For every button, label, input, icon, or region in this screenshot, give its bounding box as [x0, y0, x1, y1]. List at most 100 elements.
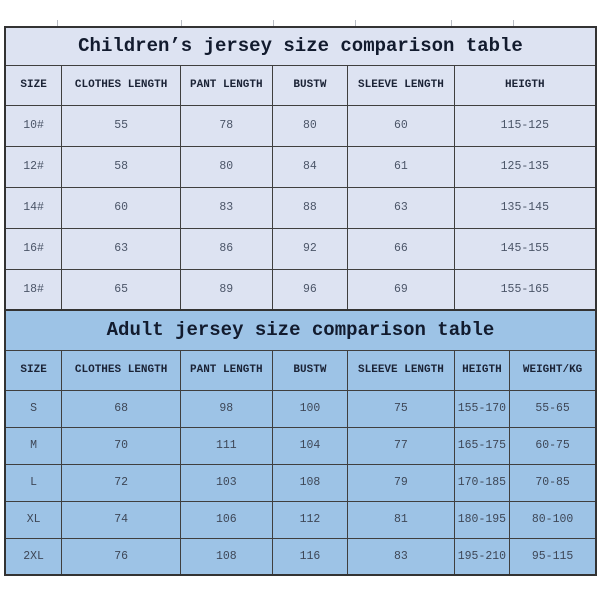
column-header: SIZE: [4, 349, 63, 391]
value-cell: 108: [180, 537, 273, 576]
table-row: 14# 60 83 88 63 135-145: [4, 186, 597, 229]
value-cell: 61: [347, 145, 455, 188]
value-cell: 81: [347, 500, 455, 539]
value-cell: 112: [271, 500, 349, 539]
value-cell: 69: [347, 268, 455, 311]
value-cell: 55: [61, 104, 182, 147]
value-cell: 74: [61, 500, 182, 539]
table-row: 12# 58 80 84 61 125-135: [4, 145, 597, 188]
column-header: SLEEVE LENGTH: [347, 349, 455, 391]
size-cell: 18#: [4, 268, 63, 311]
value-cell: 76: [61, 537, 182, 576]
size-cell: M: [4, 426, 63, 465]
children-size-table: Children’s jersey size comparison table …: [4, 26, 597, 311]
column-header: BUSTW: [271, 64, 349, 106]
grid-tick: [513, 20, 514, 26]
value-cell: 77: [347, 426, 455, 465]
value-cell: 80: [180, 145, 273, 188]
value-cell: 100: [271, 389, 349, 428]
value-cell: 80: [271, 104, 349, 147]
column-header: HEIGTH: [453, 349, 511, 391]
value-cell: 116: [271, 537, 349, 576]
grid-tick: [355, 20, 356, 26]
value-cell: 70: [61, 426, 182, 465]
value-cell: 80-100: [509, 500, 597, 539]
value-cell: 60: [347, 104, 455, 147]
children-table-title: Children’s jersey size comparison table: [4, 26, 597, 66]
value-cell: 135-145: [453, 186, 597, 229]
grid-tick: [273, 20, 274, 26]
value-cell: 78: [180, 104, 273, 147]
grid-tick: [181, 20, 182, 26]
table-row: 10# 55 78 80 60 115-125: [4, 104, 597, 147]
value-cell: 84: [271, 145, 349, 188]
value-cell: 63: [61, 227, 182, 270]
value-cell: 115-125: [453, 104, 597, 147]
value-cell: 55-65: [509, 389, 597, 428]
size-cell: 12#: [4, 145, 63, 188]
value-cell: 104: [271, 426, 349, 465]
value-cell: 96: [271, 268, 349, 311]
adult-table-title-row: Adult jersey size comparison table: [4, 309, 597, 351]
table-row: 2XL 76 108 116 83 195-210 95-115: [4, 537, 597, 576]
value-cell: 106: [180, 500, 273, 539]
size-cell: L: [4, 463, 63, 502]
size-cell: 10#: [4, 104, 63, 147]
value-cell: 195-210: [453, 537, 511, 576]
value-cell: 155-170: [453, 389, 511, 428]
column-header: BUSTW: [271, 349, 349, 391]
value-cell: 111: [180, 426, 273, 465]
value-cell: 72: [61, 463, 182, 502]
column-header: CLOTHES LENGTH: [61, 349, 182, 391]
value-cell: 88: [271, 186, 349, 229]
size-cell: S: [4, 389, 63, 428]
table-row: S 68 98 100 75 155-170 55-65: [4, 389, 597, 428]
tables-wrap: Children’s jersey size comparison table …: [4, 26, 597, 576]
value-cell: 86: [180, 227, 273, 270]
value-cell: 165-175: [453, 426, 511, 465]
value-cell: 58: [61, 145, 182, 188]
column-header: WEIGHT/KG: [509, 349, 597, 391]
size-cell: 16#: [4, 227, 63, 270]
size-cell: XL: [4, 500, 63, 539]
value-cell: 103: [180, 463, 273, 502]
column-header: PANT LENGTH: [180, 64, 273, 106]
table-row: M 70 111 104 77 165-175 60-75: [4, 426, 597, 465]
value-cell: 98: [180, 389, 273, 428]
value-cell: 125-135: [453, 145, 597, 188]
value-cell: 95-115: [509, 537, 597, 576]
column-header: SIZE: [4, 64, 63, 106]
value-cell: 60-75: [509, 426, 597, 465]
value-cell: 92: [271, 227, 349, 270]
value-cell: 68: [61, 389, 182, 428]
column-header-row: SIZE CLOTHES LENGTH PANT LENGTH BUSTW SLEEVE…: [4, 349, 597, 391]
children-table-title-row: Children’s jersey size comparison table: [4, 26, 597, 66]
column-header: SLEEVE LENGTH: [347, 64, 455, 106]
value-cell: 145-155: [453, 227, 597, 270]
column-header: PANT LENGTH: [180, 349, 273, 391]
value-cell: 70-85: [509, 463, 597, 502]
table-row: 18# 65 89 96 69 155-165: [4, 268, 597, 311]
adult-size-table: Adult jersey size comparison table SIZE C…: [4, 309, 597, 576]
value-cell: 170-185: [453, 463, 511, 502]
table-row: XL 74 106 112 81 180-195 80-100: [4, 500, 597, 539]
value-cell: 65: [61, 268, 182, 311]
value-cell: 75: [347, 389, 455, 428]
grid-tick: [57, 20, 58, 26]
size-cell: 14#: [4, 186, 63, 229]
grid-tick: [451, 20, 452, 26]
table-row: L 72 103 108 79 170-185 70-85: [4, 463, 597, 502]
value-cell: 89: [180, 268, 273, 311]
size-cell: 2XL: [4, 537, 63, 576]
value-cell: 60: [61, 186, 182, 229]
value-cell: 155-165: [453, 268, 597, 311]
adult-table-title: Adult jersey size comparison table: [4, 309, 597, 351]
value-cell: 180-195: [453, 500, 511, 539]
column-header-row: SIZE CLOTHES LENGTH PANT LENGTH BUSTW SLEEVE…: [4, 64, 597, 106]
column-header: HEIGTH: [453, 64, 597, 106]
value-cell: 79: [347, 463, 455, 502]
value-cell: 83: [180, 186, 273, 229]
column-header: CLOTHES LENGTH: [61, 64, 182, 106]
value-cell: 63: [347, 186, 455, 229]
